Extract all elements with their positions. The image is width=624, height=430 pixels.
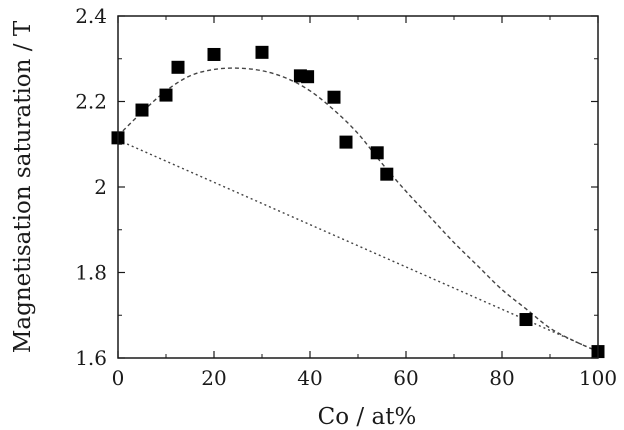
y-tick-labels: 1.6 1.8 2 2.2 2.4 bbox=[75, 4, 107, 370]
data-point-marker bbox=[380, 167, 394, 181]
x-axis-title: Co / at% bbox=[318, 404, 417, 430]
y-tick-label: 2.4 bbox=[75, 4, 107, 28]
x-tick-label: 60 bbox=[393, 366, 418, 390]
data-point-marker bbox=[370, 146, 384, 160]
data-point-marker bbox=[255, 45, 269, 59]
x-tick-label: 40 bbox=[297, 366, 322, 390]
data-point-marker bbox=[171, 60, 185, 74]
data-point-marker bbox=[327, 90, 341, 104]
x-tick-label: 100 bbox=[579, 366, 617, 390]
y-tick-label: 1.8 bbox=[75, 261, 107, 285]
data-point-marker bbox=[207, 47, 221, 61]
data-point-marker bbox=[339, 135, 353, 149]
data-point-marker bbox=[159, 88, 173, 102]
axis-ticks bbox=[117, 15, 599, 359]
fitted-curve-path bbox=[117, 67, 599, 353]
y-tick-label: 2 bbox=[94, 175, 107, 199]
plot-frame bbox=[117, 15, 599, 359]
y-tick-label: 2.2 bbox=[75, 90, 107, 114]
y-tick-label: 1.6 bbox=[75, 346, 107, 370]
data-point-marker bbox=[135, 103, 149, 117]
y-axis-title: Magnetisation saturation / T bbox=[10, 20, 36, 353]
data-point-marker bbox=[519, 313, 533, 327]
x-tick-labels: 0 20 40 60 80 100 bbox=[112, 366, 617, 390]
data-markers bbox=[111, 45, 605, 359]
x-tick-label: 0 bbox=[112, 366, 125, 390]
data-point-marker bbox=[301, 70, 315, 84]
x-tick-label: 20 bbox=[201, 366, 226, 390]
fitted-curve bbox=[117, 67, 599, 353]
x-tick-label: 80 bbox=[489, 366, 514, 390]
